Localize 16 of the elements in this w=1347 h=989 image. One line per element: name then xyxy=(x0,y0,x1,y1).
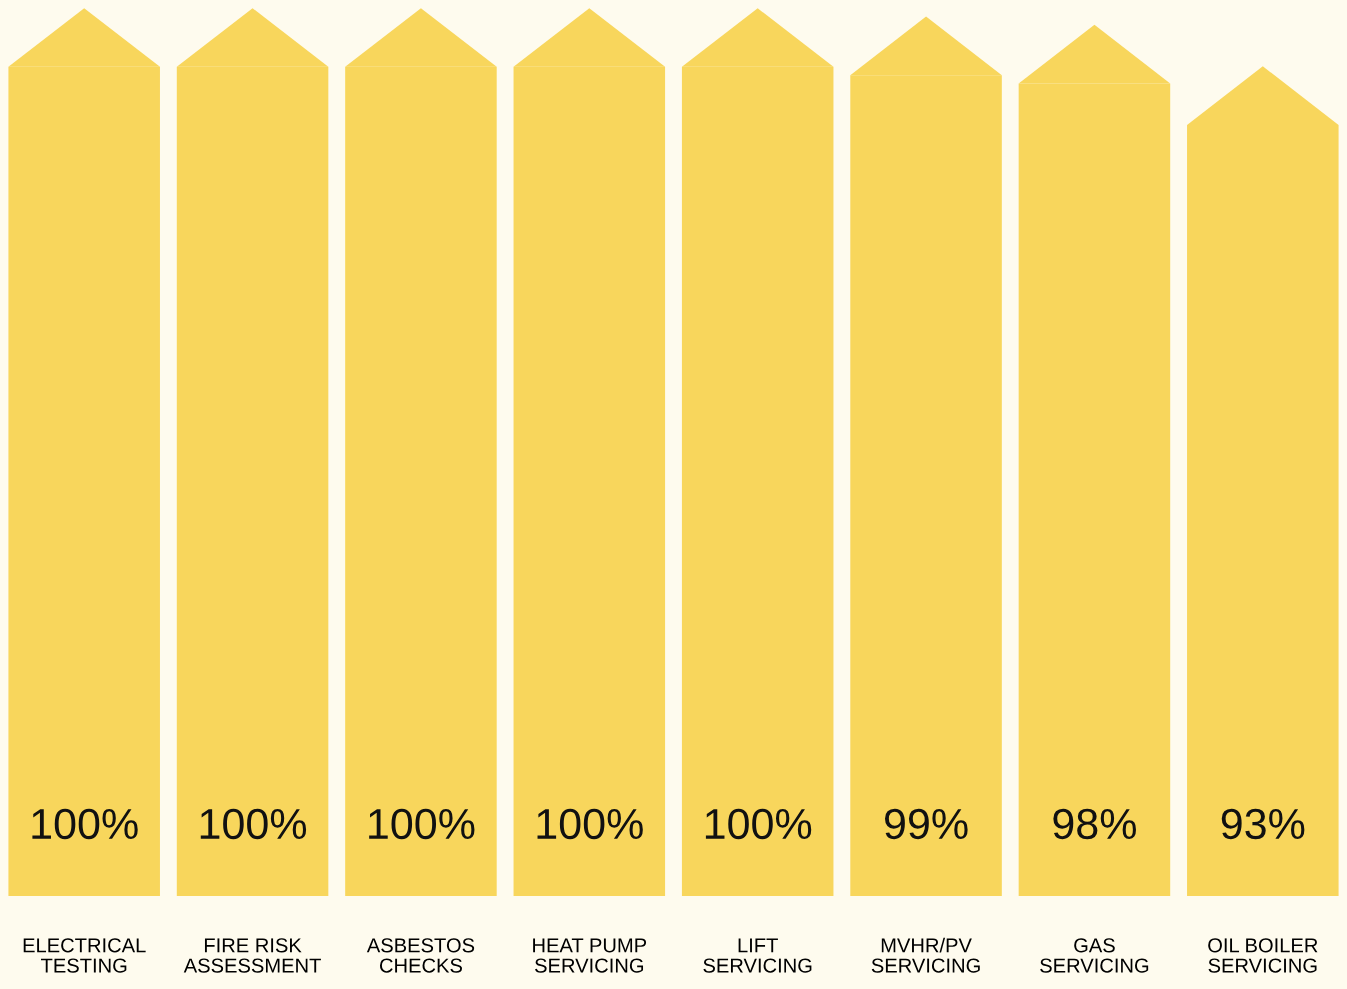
x-tick-label: LIFT SERVICING xyxy=(703,938,812,973)
data-label: 100% xyxy=(369,808,475,840)
x-tick-label: FIRE RISK ASSESSMENT xyxy=(183,938,321,973)
data-label: 100% xyxy=(705,808,812,840)
data-label: 98% xyxy=(1053,808,1136,840)
x-tick-label: ASBESTOS CHECKS xyxy=(366,938,475,973)
x-tick-label: OIL BOILER SERVICING xyxy=(1208,938,1318,973)
data-label: 100% xyxy=(200,808,307,840)
data-label: 99% xyxy=(884,808,968,840)
x-tick-label: GAS SERVICING xyxy=(1040,938,1149,973)
x-tick-label: MVHR/PV SERVICING xyxy=(871,937,980,973)
x-tick-label: HEAT PUMP SERVICING xyxy=(533,938,647,973)
data-label: 100% xyxy=(537,808,643,840)
data-label: 93% xyxy=(1221,808,1305,840)
x-tick-label: ELECTRICAL TESTING xyxy=(23,938,146,973)
data-label: 100% xyxy=(32,808,138,840)
